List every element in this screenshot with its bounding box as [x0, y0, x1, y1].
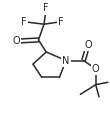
Text: F: F: [21, 17, 27, 27]
Text: N: N: [62, 56, 70, 65]
Text: F: F: [58, 17, 63, 27]
Text: O: O: [84, 40, 92, 50]
Text: O: O: [13, 36, 20, 46]
Text: F: F: [43, 4, 49, 13]
Text: O: O: [92, 64, 100, 74]
